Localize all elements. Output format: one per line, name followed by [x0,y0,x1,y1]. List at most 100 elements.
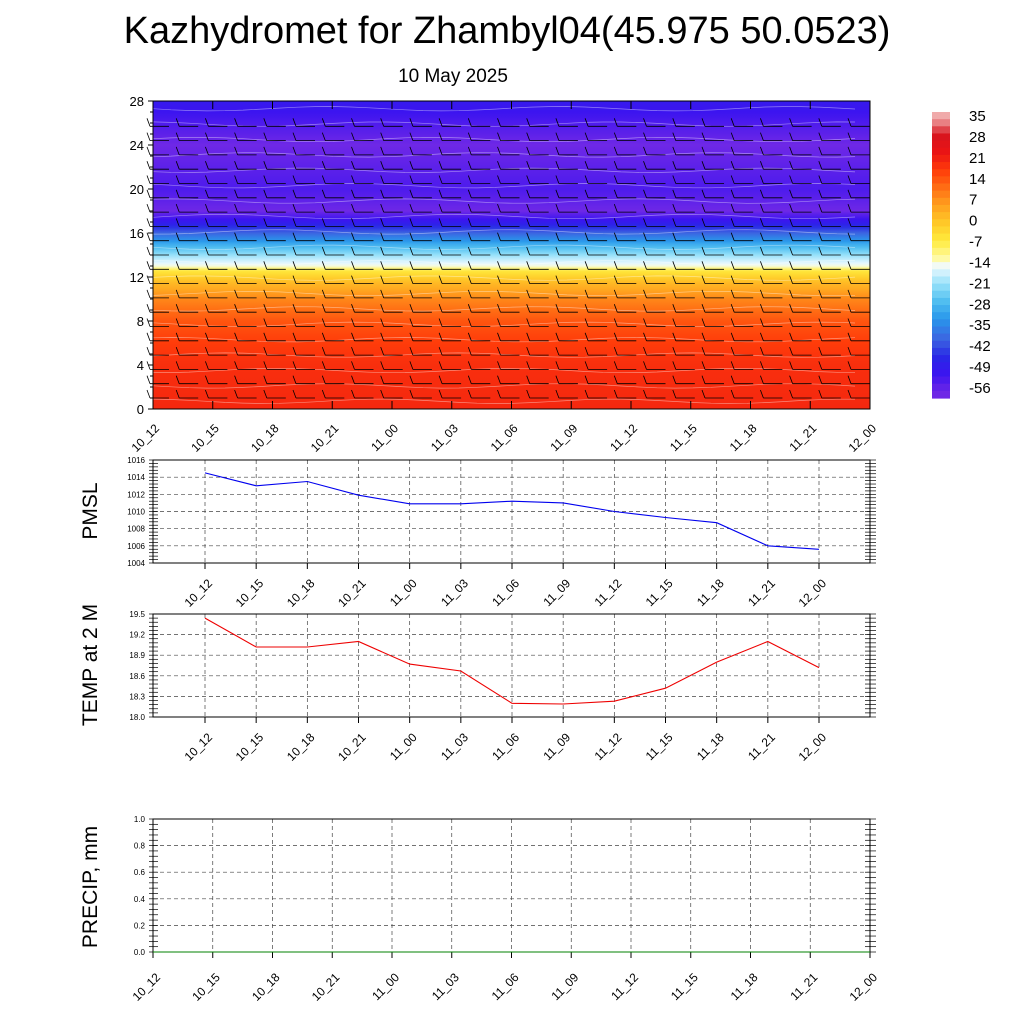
wind-barb [351,203,374,213]
wind-barb [760,218,783,227]
wind-barb [789,261,812,270]
colorbar-bin [932,119,950,127]
x-tick-label: 10_18 [284,730,318,764]
colorbar-bin [932,212,950,220]
wind-barb [380,218,403,227]
wind-barb [584,146,608,156]
x-tick-label: 12_00 [846,421,880,455]
wind-barb [380,389,403,399]
wind-barb [234,375,257,385]
wind-barb [701,161,724,170]
wind-barb [584,218,608,227]
pmsl-panel: 1004 1006 1008 1010 1012 1014 1016 10_12 10_15 10… [79,456,876,610]
wind-barb [380,261,403,270]
wind-barb [555,389,578,399]
wind-barb [672,246,695,256]
wind-barb [730,161,754,170]
wind-barb [467,332,491,342]
wind-barb [701,289,724,299]
wind-barb [818,318,841,327]
wind-barb [497,318,520,327]
colorbar-bin [932,390,950,399]
wind-barb [672,289,695,299]
wind-barb [234,361,257,370]
x-tick-label: 11_12 [592,730,625,763]
wind-barb [760,346,783,356]
wind-barb [205,346,228,356]
colorbar-bin [932,362,950,370]
wind-barb [234,189,257,199]
wind-barb [351,289,374,299]
wind-barb [526,161,549,170]
wind-barb [760,304,783,313]
wind-barb [526,175,549,184]
wind-barb [672,146,695,156]
wind-barb [380,246,403,256]
colorbar-bin [932,283,950,292]
wind-barb [292,361,315,370]
wind-barb [760,132,783,141]
y-tick-label: 1010 [127,508,145,517]
wind-barb [263,203,286,213]
wind-barb [263,175,286,184]
wind-barb [584,275,608,284]
wind-barb [672,189,695,199]
colorbar-bin [932,169,950,177]
y-tick-label: 24 [130,138,144,153]
wind-barb [847,361,870,370]
wind-barb [584,346,608,356]
wind-barb [818,232,841,242]
x-tick-label: 11_18 [727,421,760,454]
wind-barb [847,118,870,127]
wind-barb [701,346,724,356]
x-tick-label: 11_06 [488,421,521,454]
wind-barb [205,189,228,199]
wind-barb [234,246,257,256]
wind-barb [789,146,812,156]
colorbar-label: -35 [969,317,991,334]
wind-barb [467,175,491,184]
y-tick-label: 0.0 [134,948,146,957]
wind-barb [497,261,520,270]
wind-barb [321,375,345,385]
wind-barb [438,175,462,184]
wind-barb [847,332,870,342]
wind-barb [613,161,637,170]
wind-barb [175,332,199,342]
wind-barb [351,318,374,327]
wind-barb [760,189,783,199]
wind-barb [555,189,578,199]
wind-barb [175,132,199,141]
wind-barb [234,218,257,227]
wind-barb [760,203,783,213]
wind-barb [234,346,257,356]
wind-barb [789,275,812,284]
wind-barb [497,146,520,156]
colorbar-bin [932,183,950,192]
wind-barb [584,118,608,127]
wind-barb [643,175,666,184]
wind-barb [380,361,403,370]
wind-barb [701,203,724,213]
x-tick-label: 11_03 [428,421,461,454]
wind-barb [205,261,228,270]
wind-barb [438,118,462,127]
x-tick-label: 10_21 [335,730,369,764]
wind-barb [175,261,199,270]
wind-barb [467,346,491,356]
colorbar-bin [932,376,950,385]
chart-subtitle: 10 May 2025 [398,66,508,87]
wind-barb [409,218,432,227]
colorbar-bin [932,204,950,213]
wind-barb [234,132,257,141]
wind-barb [351,304,374,313]
wind-barb [205,375,228,385]
wind-barb [234,389,257,399]
wind-barb [292,246,315,256]
wind-barb [497,175,520,184]
wind-barb [263,361,286,370]
wind-barb [409,261,432,270]
wind-barb [730,118,754,127]
wind-barb [438,389,462,399]
wind-barb [175,118,199,127]
